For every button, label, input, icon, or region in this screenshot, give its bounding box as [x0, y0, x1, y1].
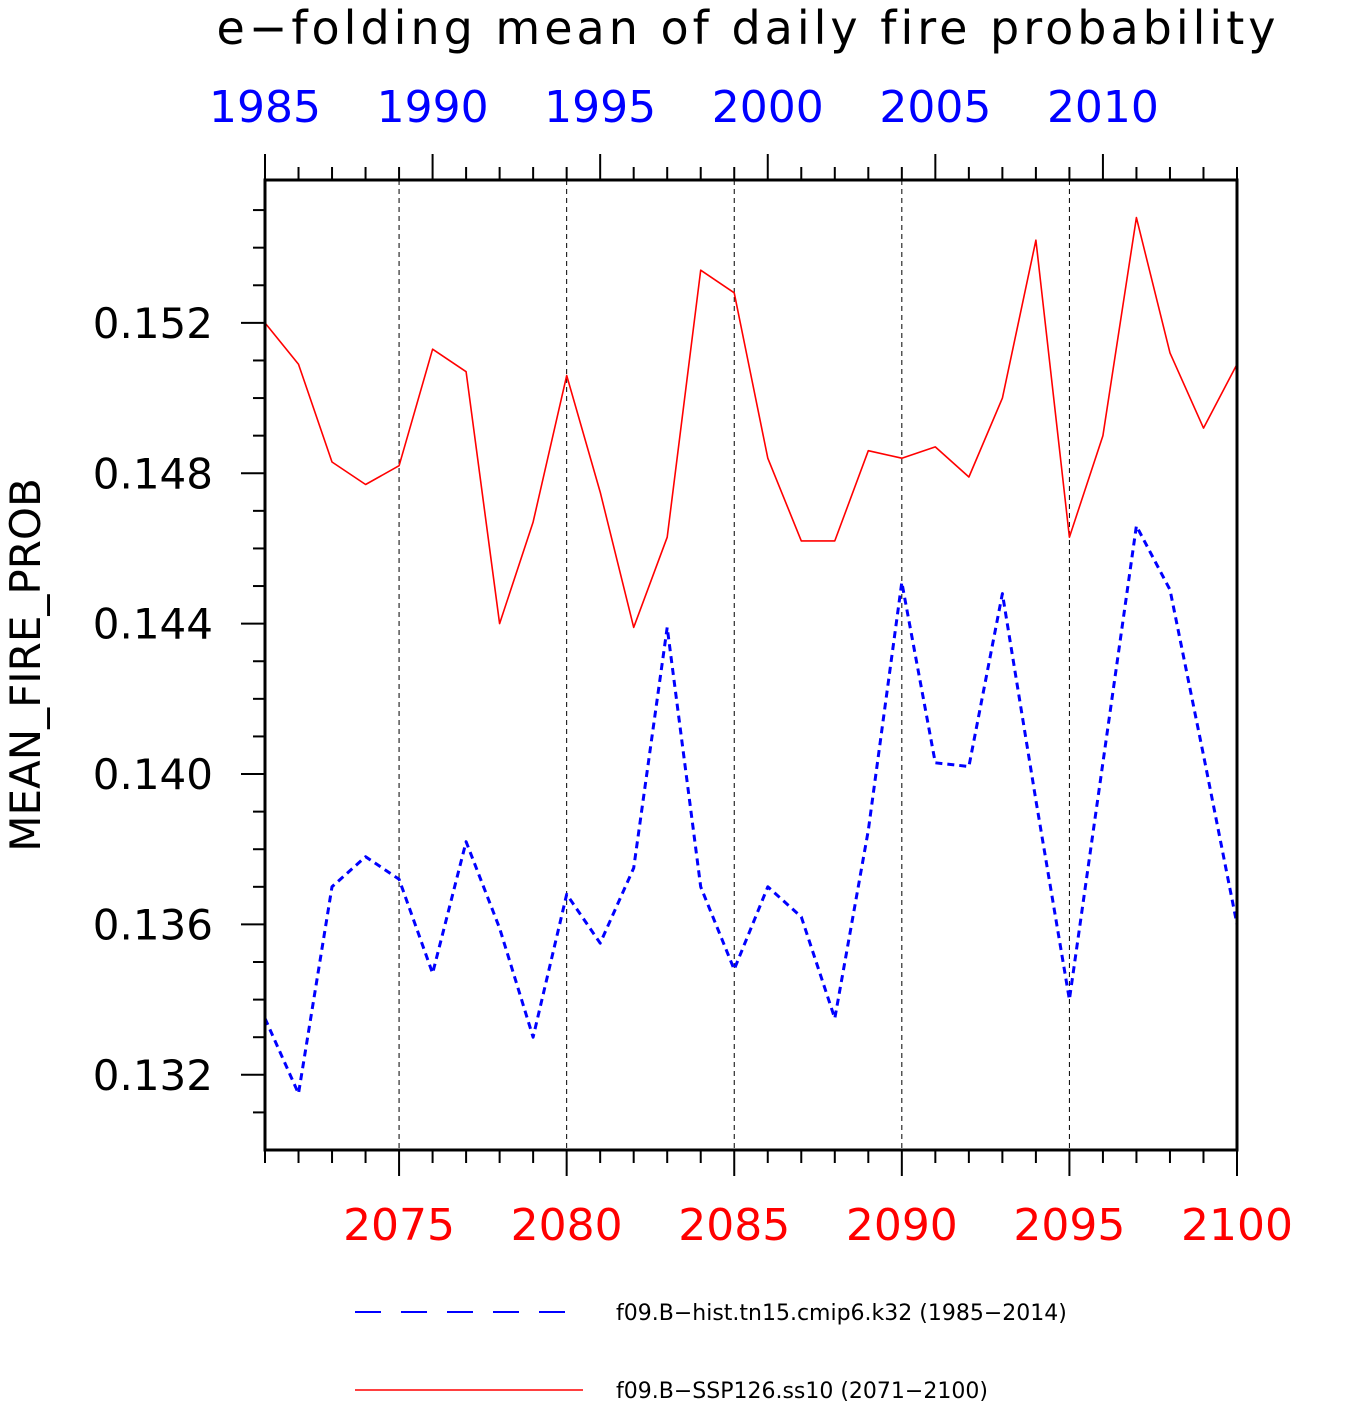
legend-label-hist: f09.B−hist.tn15.cmip6.k32 (1985−2014)	[616, 1301, 1067, 1326]
x-bottom-tick-label: 2080	[511, 1200, 623, 1251]
x-top-tick-label: 1990	[377, 82, 489, 133]
y-tick-label: 0.148	[93, 449, 213, 498]
x-top-tick-label: 2000	[712, 82, 824, 133]
y-tick-label: 0.140	[93, 750, 213, 799]
series-line-ssp126	[264, 216, 1238, 629]
chart-title: e−folding mean of daily fire probability	[217, 1, 1280, 55]
x-top-tick-label: 2005	[879, 82, 991, 133]
x-bottom-tick-label: 2100	[1181, 1200, 1293, 1251]
x-bottom-tick-label: 2095	[1013, 1200, 1125, 1251]
y-tick-label: 0.152	[93, 299, 213, 348]
y-tick-label: 0.132	[93, 1051, 213, 1100]
axis-ticks	[241, 154, 1238, 1176]
x-bottom-tick-label: 2075	[343, 1200, 455, 1251]
y-tick-label: 0.136	[93, 900, 213, 949]
series-line-hist	[263, 524, 1239, 1096]
x-top-tick-label: 1985	[209, 82, 321, 133]
y-tick-label: 0.144	[93, 600, 213, 649]
vertical-gridlines	[398, 180, 1070, 1150]
data-series	[263, 216, 1239, 1096]
plot-frame	[263, 178, 1239, 1152]
x-top-tick-label: 1995	[544, 82, 656, 133]
legend-label-ssp126: f09.B−SSP126.ss10 (2071−2100)	[616, 1379, 988, 1404]
x-bottom-tick-label: 2085	[678, 1200, 790, 1251]
x-top-tick-label: 2010	[1047, 82, 1159, 133]
x-bottom-tick-label: 2090	[846, 1200, 958, 1251]
y-axis-label: MEAN_FIRE_PROB	[1, 478, 50, 852]
tick-labels: 0.132 0.136 0.140 0.144 0.148 0.152 2075 2080 20…	[93, 82, 1293, 1251]
legend: f09.B−hist.tn15.cmip6.k32 (1985−2014) f0…	[355, 1301, 1067, 1404]
